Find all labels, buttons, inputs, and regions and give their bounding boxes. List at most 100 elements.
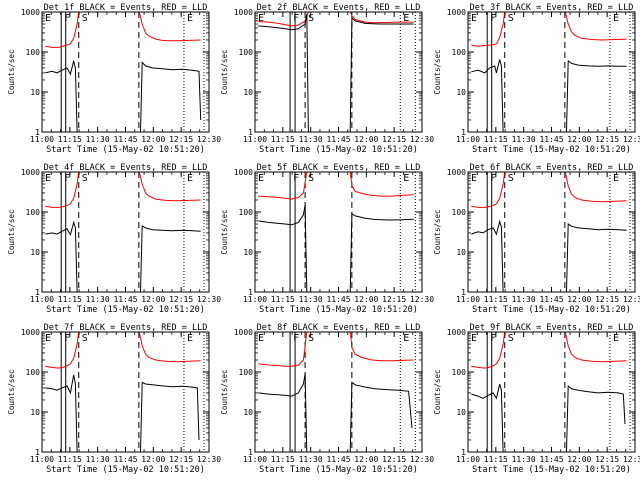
marker-letter: F (293, 333, 299, 344)
events-series-line (471, 59, 627, 132)
panel-title: Det 7f BLACK = Events, RED = LLD (44, 323, 208, 333)
y-tick-label: 1 (35, 448, 40, 457)
y-axis-label: Counts/sec (220, 49, 229, 94)
x-tick-label: 11:45 (113, 295, 137, 304)
x-tick-label: 11:00 (243, 455, 267, 464)
x-tick-label: 11:45 (539, 135, 563, 144)
panel-title: Det 6f BLACK = Events, RED = LLD (470, 163, 634, 173)
x-tick-label: 12:15 (169, 295, 193, 304)
y-tick-label: 1 (35, 288, 40, 297)
marker-letter: F (490, 333, 496, 344)
x-tick-label: 11:00 (456, 455, 480, 464)
y-tick-label: 100 (239, 208, 254, 217)
y-tick-label: 10 (30, 408, 40, 417)
marker-letter: F (490, 173, 496, 184)
y-tick-label: 10 (243, 248, 253, 257)
y-tick-label: 10 (456, 408, 466, 417)
y-tick-label: 100 (239, 368, 254, 377)
lld-series-line (471, 12, 627, 47)
x-tick-label: 11:15 (484, 295, 508, 304)
x-tick-label: 12:30 (197, 455, 221, 464)
marker-letter: E (258, 13, 264, 24)
x-tick-label: 12:00 (354, 455, 378, 464)
y-tick-label: 100 (26, 368, 41, 377)
x-tick-label: 11:45 (326, 295, 350, 304)
x-tick-label: 12:15 (169, 135, 193, 144)
events-series-line (45, 60, 202, 132)
marker-letter: F (293, 13, 299, 24)
y-tick-label: 1 (461, 128, 466, 137)
x-tick-label: 12:00 (567, 455, 591, 464)
x-axis-label: Start Time (15-May-02 10:51:20) (259, 145, 418, 155)
panel-title: Det 5f BLACK = Events, RED = LLD (257, 163, 421, 173)
marker-letter: E (258, 173, 264, 184)
x-tick-label: 11:00 (30, 455, 54, 464)
y-axis-label: Counts/sec (7, 49, 16, 94)
marker-letter: F (64, 333, 70, 344)
y-tick-label: 1 (248, 288, 253, 297)
x-axis-label: Start Time (15-May-02 10:51:20) (472, 305, 631, 315)
x-tick-label: 12:30 (197, 135, 221, 144)
y-tick-label: 10 (243, 88, 253, 97)
marker-letter: E (187, 333, 193, 344)
x-tick-label: 11:00 (456, 135, 480, 144)
panel-title: Det 2f BLACK = Events, RED = LLD (257, 3, 421, 13)
y-tick-label: 100 (452, 208, 467, 217)
plot-frame (254, 331, 423, 453)
x-tick-label: 12:30 (623, 455, 640, 464)
y-tick-label: 1000 (234, 8, 253, 17)
x-tick-label: 12:00 (141, 455, 165, 464)
y-tick-label: 1 (461, 288, 466, 297)
x-tick-label: 12:15 (169, 455, 193, 464)
x-tick-label: 11:15 (58, 295, 82, 304)
y-tick-label: 10 (243, 408, 253, 417)
x-tick-label: 11:45 (326, 455, 350, 464)
plot-frame (254, 171, 423, 293)
y-tick-label: 10 (30, 248, 40, 257)
x-tick-label: 11:00 (243, 295, 267, 304)
lld-series-line (471, 332, 627, 369)
y-tick-label: 1000 (447, 168, 466, 177)
y-tick-label: 1000 (21, 328, 40, 337)
x-tick-label: 12:30 (197, 295, 221, 304)
events-series-line (471, 383, 626, 452)
x-axis-label: Start Time (15-May-02 10:51:20) (259, 465, 418, 475)
marker-letter: E (613, 13, 619, 24)
events-series-line (45, 374, 200, 452)
x-tick-label: 11:45 (113, 135, 137, 144)
y-tick-label: 100 (452, 368, 467, 377)
x-tick-label: 12:15 (595, 295, 619, 304)
marker-letter: S (508, 173, 514, 184)
panel-title: Det 3f BLACK = Events, RED = LLD (470, 3, 634, 13)
y-axis-label: Counts/sec (7, 209, 16, 254)
y-tick-label: 100 (239, 48, 254, 57)
marker-letter: E (613, 333, 619, 344)
y-axis-label: Counts/sec (220, 209, 229, 254)
x-tick-label: 11:45 (539, 455, 563, 464)
y-tick-label: 10 (30, 88, 40, 97)
x-tick-label: 12:00 (141, 295, 165, 304)
events-series-line (45, 220, 201, 292)
x-tick-label: 11:30 (86, 295, 110, 304)
x-tick-label: 11:30 (299, 455, 323, 464)
x-tick-label: 11:30 (299, 295, 323, 304)
x-axis-label: Start Time (15-May-02 10:51:20) (46, 465, 205, 475)
y-tick-label: 1000 (21, 168, 40, 177)
marker-letter: F (64, 13, 70, 24)
panel-title: Det 9f BLACK = Events, RED = LLD (470, 323, 634, 333)
x-tick-label: 12:00 (567, 295, 591, 304)
x-tick-label: 12:00 (567, 135, 591, 144)
lld-series-line (258, 12, 414, 27)
lld-series-line (45, 12, 201, 48)
x-tick-label: 12:30 (623, 295, 640, 304)
y-axis-label: Counts/sec (433, 369, 442, 414)
y-tick-label: 1 (461, 448, 466, 457)
x-axis-label: Start Time (15-May-02 10:51:20) (472, 465, 631, 475)
